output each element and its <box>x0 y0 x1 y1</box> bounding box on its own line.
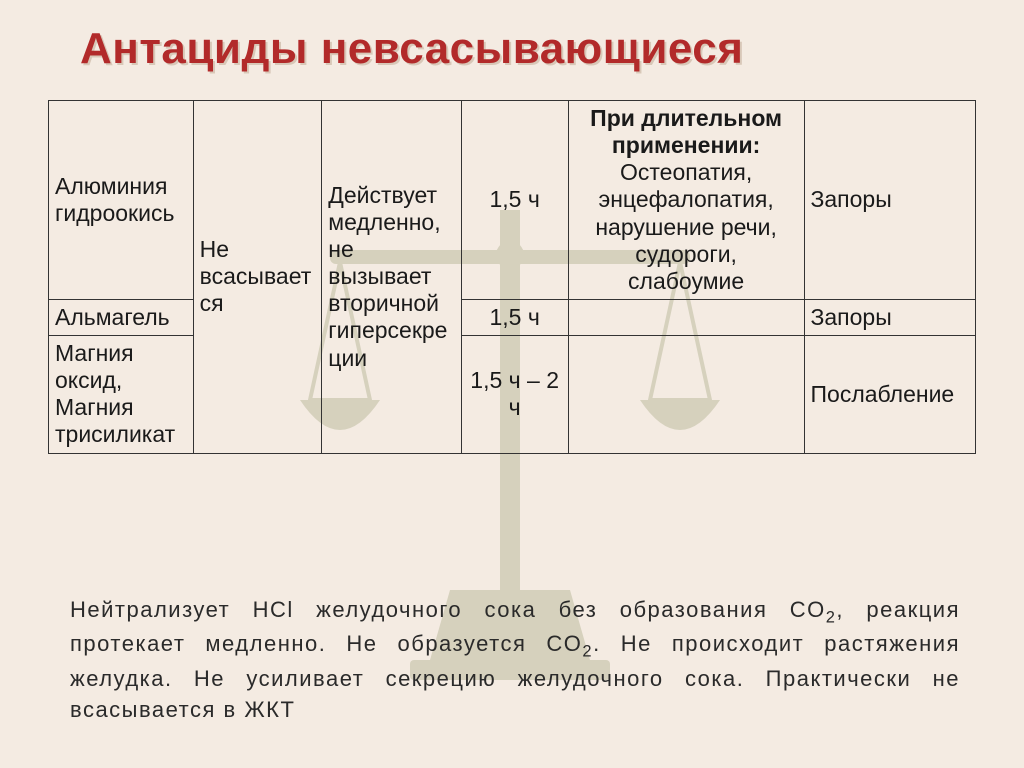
action-cell: Действует медленно, не вызывает вторично… <box>322 101 461 454</box>
table-row: Магния оксид, Магния трисиликат 1,5 ч – … <box>49 336 976 454</box>
footnote-text: Нейтрализует HCl желудочного сока без об… <box>70 595 960 726</box>
duration-cell: 1,5 ч – 2 ч <box>461 336 568 454</box>
antacids-table: Алюминия гидроокись Не всасывается Дейст… <box>48 100 976 454</box>
duration-cell: 1,5 ч <box>461 101 568 300</box>
table-row: Алюминия гидроокись Не всасывается Дейст… <box>49 101 976 300</box>
long-term-cell <box>568 299 804 335</box>
long-term-cell <box>568 336 804 454</box>
long-term-text: Остеопатия, энцефалопатия, нарушение реч… <box>595 159 777 294</box>
absorption-cell: Не всасывается <box>193 101 322 454</box>
side-effect-cell: Послабление <box>804 336 976 454</box>
long-term-header: При длительном применении: <box>590 105 782 158</box>
slide-title: Антациды невсасывающиеся <box>0 0 1024 74</box>
drug-name-cell: Магния оксид, Магния трисиликат <box>49 336 194 454</box>
long-term-cell: При длительном применении: Остеопатия, э… <box>568 101 804 300</box>
side-effect-cell: Запоры <box>804 101 976 300</box>
drug-name-cell: Алюминия гидроокись <box>49 101 194 300</box>
drug-name-cell: Альмагель <box>49 299 194 335</box>
side-effect-cell: Запоры <box>804 299 976 335</box>
duration-cell: 1,5 ч <box>461 299 568 335</box>
table-row: Альмагель 1,5 ч Запоры <box>49 299 976 335</box>
